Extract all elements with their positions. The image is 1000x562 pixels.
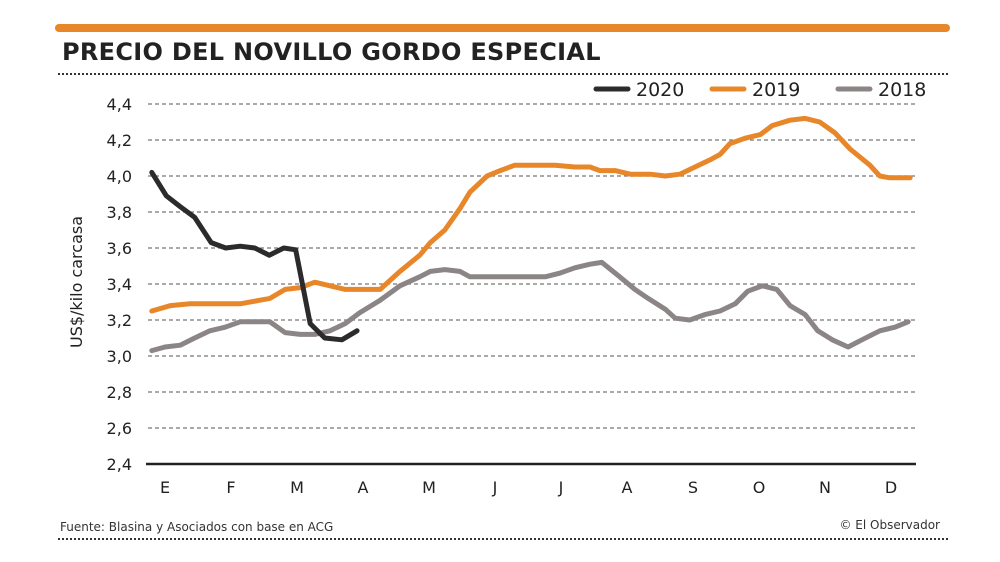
- x-tick-label: J: [558, 478, 564, 497]
- y-tick-label: 4,4: [107, 95, 132, 114]
- y-tick-label: 2,6: [107, 419, 132, 438]
- y-tick-label: 2,4: [107, 455, 132, 474]
- x-tick-label: A: [622, 478, 633, 497]
- x-tick-label: E: [160, 478, 170, 497]
- top-accent-bar: [55, 24, 950, 32]
- series-line-2020: [149, 169, 360, 343]
- y-tick-label: 3,6: [107, 239, 132, 258]
- y-tick-label: 2,8: [107, 383, 132, 402]
- legend-label-2019: 2019: [752, 79, 800, 101]
- x-tick-label: M: [290, 478, 304, 497]
- source-note: Fuente: Blasina y Asociados con base en …: [60, 520, 334, 534]
- x-tick-label: A: [358, 478, 369, 497]
- y-tick-label: 3,0: [107, 347, 132, 366]
- chart-title: PRECIO DEL NOVILLO GORDO ESPECIAL: [62, 38, 601, 66]
- y-tick-label: 4,0: [107, 167, 132, 186]
- credit: © El Observador: [839, 518, 940, 532]
- x-tick-label: F: [226, 478, 235, 497]
- title-divider: [58, 73, 948, 75]
- legend-label-2018: 2018: [878, 79, 926, 101]
- series-line-2019: [149, 115, 913, 314]
- y-tick-label: 3,4: [107, 275, 132, 294]
- x-tick-label: O: [753, 478, 766, 497]
- series-line-2018: [149, 259, 911, 354]
- x-tick-label: N: [819, 478, 831, 497]
- x-tick-label: M: [422, 478, 436, 497]
- x-tick-label: S: [688, 478, 698, 497]
- y-tick-label: 3,2: [107, 311, 132, 330]
- x-tick-label: D: [885, 478, 897, 497]
- y-tick-label: 4,2: [107, 131, 132, 150]
- legend-label-2020: 2020: [636, 79, 684, 101]
- y-tick-label: 3,8: [107, 203, 132, 222]
- y-axis-label: US$/kilo carcasa: [67, 216, 86, 348]
- x-tick-label: J: [492, 478, 498, 497]
- footer-divider: [58, 538, 948, 540]
